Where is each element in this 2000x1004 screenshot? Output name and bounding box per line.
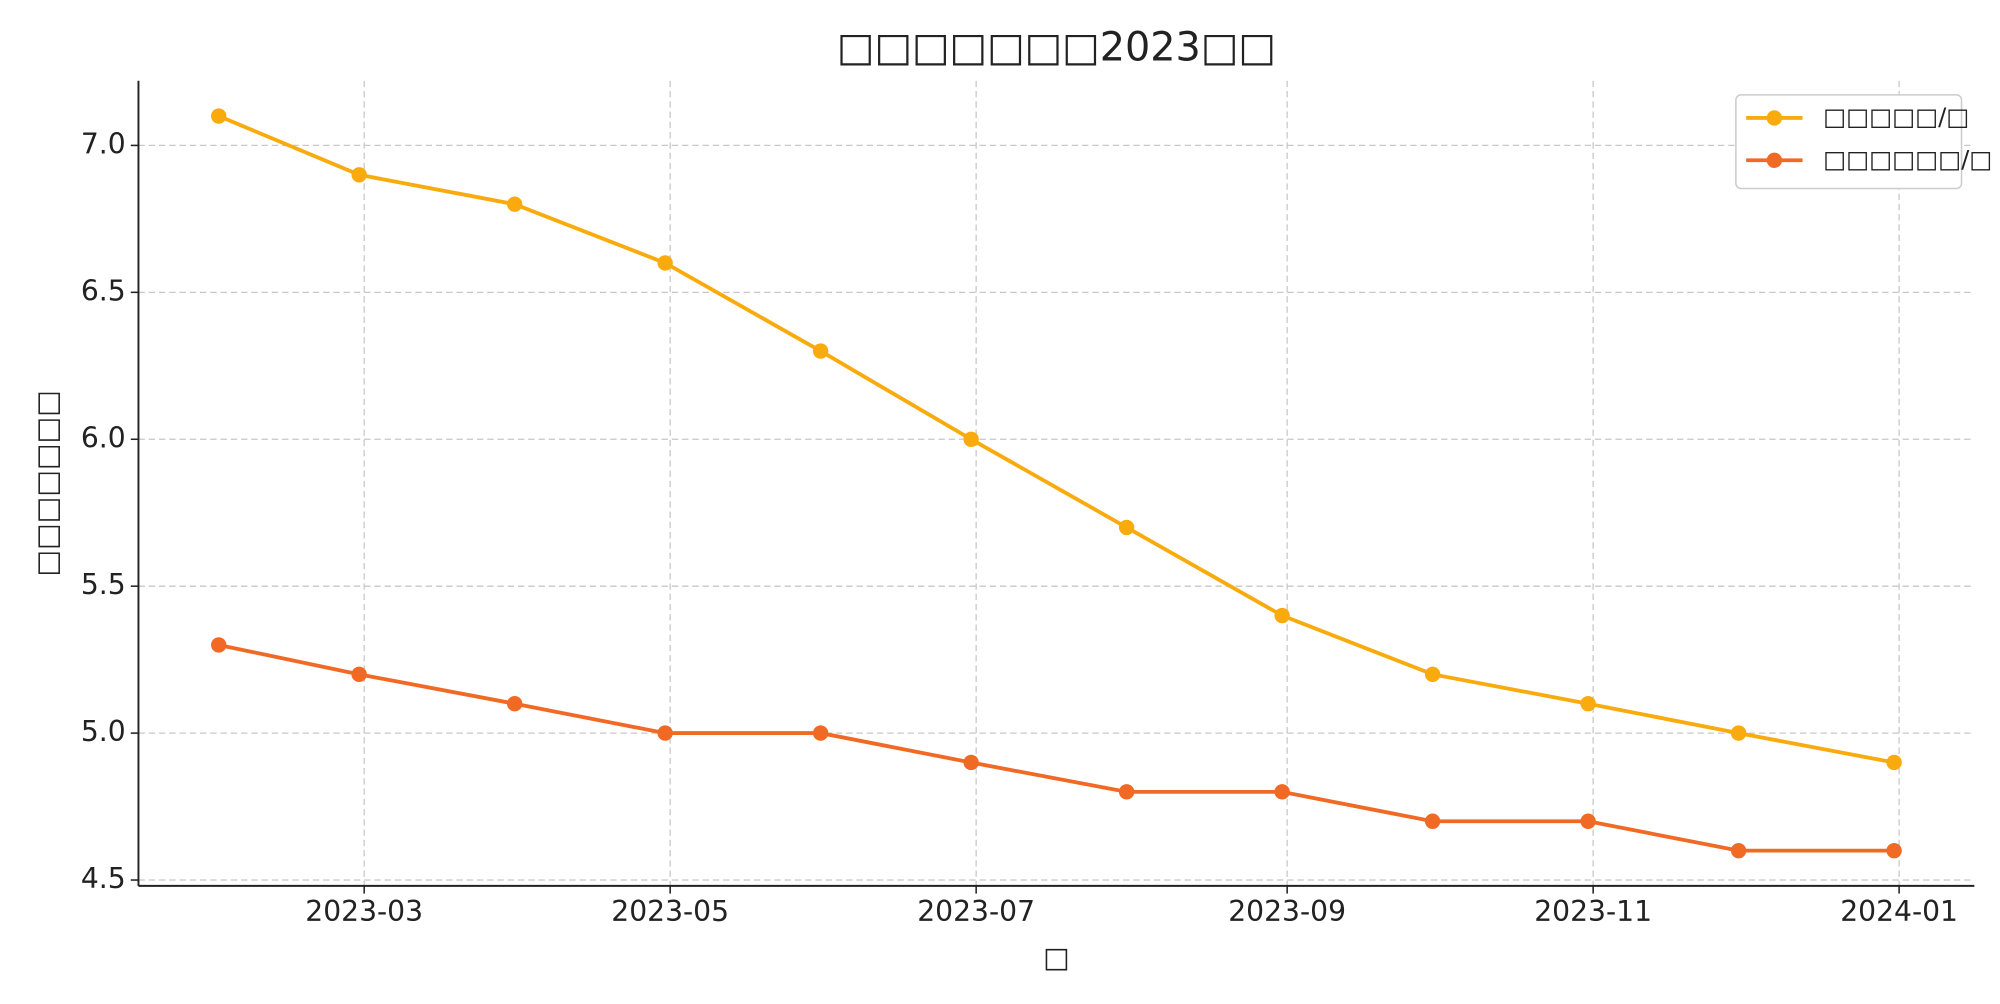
series-line — [217, 114, 1895, 765]
x-tick-label: 2023-09 — [1228, 895, 1346, 928]
data-point — [1730, 842, 1747, 859]
y-axis-label: □□□□□□□ — [31, 390, 64, 576]
series-line — [218, 643, 1895, 853]
data-point — [1886, 754, 1902, 771]
data-point — [1730, 725, 1747, 741]
data-point — [506, 196, 523, 212]
chart-title: □□□□□□□2023□□ — [837, 24, 1276, 70]
data-point — [1886, 842, 1902, 859]
data-point — [1118, 784, 1135, 800]
data-point — [1580, 696, 1596, 712]
data-point — [506, 696, 523, 712]
x-axis-label: □ — [1043, 941, 1070, 974]
data-point — [351, 666, 367, 683]
data-point — [1274, 784, 1290, 800]
data-point — [1118, 519, 1135, 536]
x-tick-label: 2023-07 — [917, 895, 1035, 928]
legend-label: □□□□□/□ — [1823, 102, 1969, 131]
data-point — [963, 754, 979, 771]
legend-label: □□□□□□/□ — [1823, 144, 1992, 173]
x-tick-label: 2023-11 — [1534, 895, 1652, 928]
x-tick-label: 2023-05 — [611, 895, 729, 928]
y-tick-label: 6.0 — [81, 421, 126, 454]
data-point — [211, 108, 227, 124]
data-point — [351, 167, 367, 183]
x-tick-label: 2024-01 — [1840, 895, 1958, 928]
data-point — [963, 431, 979, 447]
data-point — [1580, 813, 1596, 829]
x-tick-label: 2023-03 — [305, 895, 423, 928]
y-tick-label: 5.5 — [81, 568, 126, 601]
y-tick-label: 5.0 — [81, 715, 126, 748]
y-tick-label: 6.5 — [81, 274, 126, 307]
data-point — [812, 725, 829, 741]
data-point — [211, 637, 227, 653]
data-point — [812, 343, 829, 359]
data-point — [1424, 666, 1441, 683]
y-tick-label: 7.0 — [81, 127, 126, 160]
legend-marker — [1766, 110, 1783, 126]
legend-marker — [1766, 152, 1783, 168]
data-point — [657, 255, 673, 271]
data-point — [657, 725, 673, 741]
data-point — [1274, 607, 1290, 624]
data-point — [1424, 813, 1441, 829]
y-tick-label: 4.5 — [81, 862, 126, 895]
